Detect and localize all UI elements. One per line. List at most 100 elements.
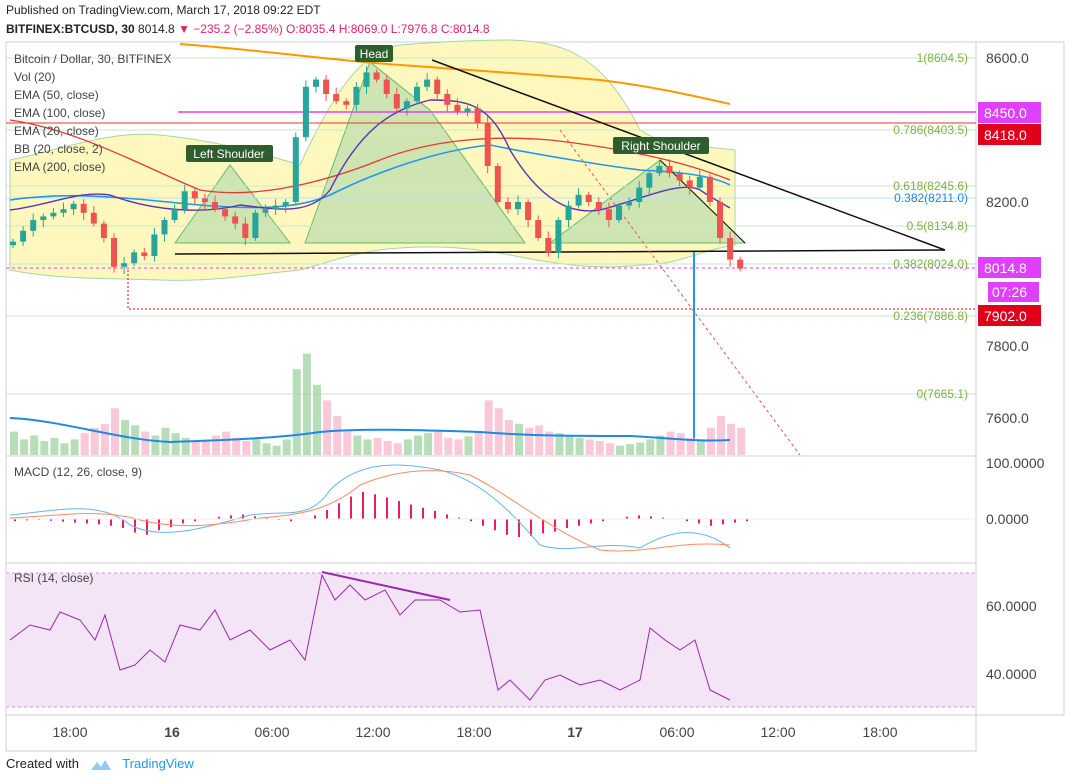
candle [403, 101, 410, 109]
candle [262, 209, 269, 213]
volume-bar [313, 384, 321, 455]
ema50-line [9, 144, 731, 209]
candle [292, 137, 299, 202]
volume-bar [282, 439, 291, 455]
volume-bar [484, 400, 493, 455]
candle [626, 202, 633, 206]
volume-bar [454, 439, 463, 455]
right-shoulder-label: Right Shoulder [613, 137, 709, 154]
price-tick: 8200.0 [986, 194, 1029, 210]
candle [646, 173, 653, 188]
volume-bar [272, 445, 281, 455]
candle [484, 122, 491, 166]
candle [706, 176, 713, 202]
time-tick: 16 [164, 724, 180, 740]
price-badges: 8450.0 8418.0 8014.8 07:26 7902.0 [978, 102, 1041, 326]
price-axis[interactable] [975, 41, 1065, 716]
macd-tick: 0.0000 [986, 511, 1029, 527]
candle [151, 234, 158, 256]
volume-bar [353, 435, 362, 455]
volume-bar [60, 443, 69, 455]
candle [111, 238, 117, 267]
badge-timer [988, 282, 1039, 302]
candle [70, 203, 77, 210]
candle [282, 202, 289, 206]
candle [616, 205, 622, 220]
volume-bar [373, 437, 382, 455]
volume-bar [434, 431, 443, 455]
descending-trendline [431, 59, 946, 251]
candle [565, 205, 572, 220]
volume-bar [595, 440, 604, 455]
candle [636, 187, 643, 202]
volume-bar [10, 431, 18, 455]
footer-tradingview[interactable]: TradingView [122, 756, 194, 771]
volume-bar [535, 425, 544, 455]
legend-bb: BB (20, close, 2) [14, 142, 103, 156]
volume-bar [222, 431, 231, 455]
candle [717, 202, 723, 238]
rsi-band [6, 573, 976, 707]
legend-vol: Vol (20) [14, 70, 56, 84]
badge-8450-text: 8450.0 [984, 105, 1027, 121]
candle [313, 79, 319, 87]
price-tick: 7800.0 [986, 338, 1029, 354]
badge-timer-text: 07:26 [992, 284, 1027, 300]
footer-created-with: Created with [6, 756, 79, 771]
fib-label-0382: 0.382(8024.0) [893, 257, 968, 271]
rsi-tick: 40.0000 [986, 666, 1037, 682]
candle [222, 209, 229, 217]
projection-line [559, 129, 801, 456]
volume-bar [444, 437, 453, 455]
candle [474, 108, 481, 123]
candle [383, 79, 390, 94]
rsi-tick: 60.0000 [986, 598, 1037, 614]
volume-bar [242, 440, 251, 455]
volume-bar [676, 433, 685, 455]
volume-bar [363, 439, 372, 455]
last-price: 8014.8 [138, 22, 175, 36]
time-axis[interactable] [5, 714, 977, 752]
ema200-line [179, 43, 731, 105]
volume-bar [212, 435, 220, 455]
price-axis-ticks: 8600.0 8200.0 7800.0 7600.0 100.0000 0.0… [986, 50, 1045, 682]
time-tick: 12:00 [355, 724, 390, 740]
candle [20, 230, 27, 242]
volume-bar [302, 353, 311, 455]
candle [515, 202, 521, 210]
volume-bars [10, 353, 746, 455]
volume-bar [100, 423, 109, 455]
volume-bar [555, 433, 564, 455]
volume-bar [515, 423, 523, 455]
candle [232, 216, 239, 224]
fib-label-05: 0.5(8134.8) [907, 219, 968, 233]
candle [181, 191, 188, 210]
volume-bar [292, 369, 301, 455]
volume-bar [171, 433, 180, 455]
fib-levels [6, 57, 976, 395]
volume-bar [737, 427, 746, 455]
fib-label-0382-blue: 0.382(8211.0) [894, 191, 968, 205]
volume-bar [90, 427, 99, 455]
macd-legend: MACD (12, 26, close, 9) [14, 465, 143, 479]
macd-pane[interactable] [5, 455, 977, 564]
rsi-divergence-line [321, 571, 451, 601]
ema100-line [9, 119, 731, 194]
candle [50, 212, 57, 217]
volume-bar [191, 440, 200, 455]
candle [353, 86, 360, 105]
candle [242, 223, 249, 238]
volume-bar [494, 408, 503, 455]
candle [686, 180, 693, 188]
time-tick: 12:00 [760, 724, 795, 740]
time-tick: 17 [567, 724, 583, 740]
candle [252, 212, 259, 238]
candle [393, 94, 400, 109]
footer: Created with TradingView [6, 756, 194, 772]
candle [302, 86, 309, 138]
volume-bar [232, 437, 241, 455]
volume-bar [727, 423, 736, 455]
price-tick: 7600.0 [986, 410, 1029, 426]
left-shoulder-label: Left Shoulder [186, 145, 273, 162]
